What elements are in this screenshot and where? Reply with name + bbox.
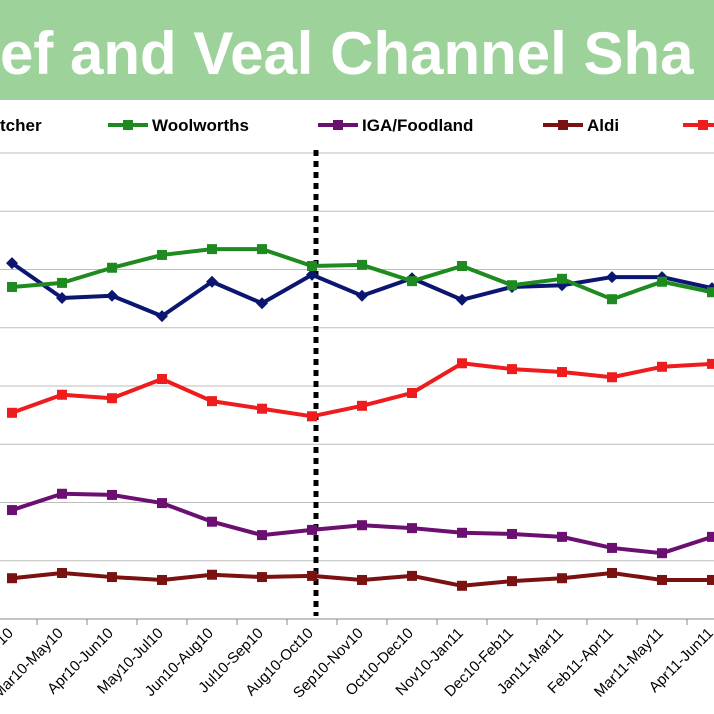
point bbox=[56, 292, 68, 305]
legend-label: IGA/Foodland bbox=[362, 116, 473, 135]
point bbox=[606, 271, 618, 284]
point bbox=[256, 297, 268, 310]
chart-title: ef and Veal Channel Sha bbox=[0, 20, 694, 87]
point bbox=[657, 276, 667, 287]
point bbox=[707, 287, 714, 298]
point bbox=[106, 289, 118, 302]
point bbox=[257, 530, 267, 541]
point bbox=[157, 498, 167, 509]
point bbox=[7, 505, 17, 516]
point bbox=[707, 358, 714, 369]
point bbox=[357, 400, 367, 411]
point bbox=[558, 120, 568, 130]
point bbox=[207, 569, 217, 580]
point bbox=[207, 396, 217, 407]
point bbox=[657, 361, 667, 372]
point bbox=[357, 520, 367, 531]
point bbox=[407, 523, 417, 534]
point bbox=[557, 367, 567, 378]
point bbox=[57, 389, 67, 400]
point bbox=[707, 531, 714, 542]
legend-label: Woolworths bbox=[152, 116, 249, 135]
point bbox=[607, 567, 617, 578]
legend-label: tcher bbox=[0, 116, 42, 135]
point bbox=[123, 120, 133, 130]
point bbox=[156, 310, 168, 323]
point bbox=[307, 570, 317, 581]
point bbox=[456, 293, 468, 306]
point bbox=[457, 261, 467, 272]
point bbox=[257, 244, 267, 255]
point bbox=[157, 574, 167, 585]
point bbox=[57, 277, 67, 288]
point bbox=[457, 580, 467, 591]
point bbox=[207, 516, 217, 527]
point bbox=[698, 120, 708, 130]
legend-label: Aldi bbox=[587, 116, 619, 135]
point bbox=[457, 358, 467, 369]
point bbox=[657, 574, 667, 585]
grid bbox=[0, 152, 714, 620]
point bbox=[357, 574, 367, 585]
point bbox=[557, 573, 567, 584]
title-background bbox=[0, 0, 714, 100]
point bbox=[357, 259, 367, 270]
point bbox=[157, 249, 167, 260]
point bbox=[333, 120, 343, 130]
point bbox=[107, 489, 117, 500]
point bbox=[407, 387, 417, 398]
point bbox=[307, 524, 317, 535]
point bbox=[607, 294, 617, 305]
point bbox=[207, 244, 217, 255]
point bbox=[507, 528, 517, 539]
point bbox=[607, 542, 617, 553]
point bbox=[107, 262, 117, 273]
point bbox=[7, 281, 17, 292]
point bbox=[306, 268, 318, 281]
x-tick-label: r10 bbox=[0, 625, 17, 652]
point bbox=[107, 572, 117, 583]
point bbox=[657, 548, 667, 559]
point bbox=[407, 276, 417, 287]
point bbox=[57, 488, 67, 499]
point bbox=[257, 403, 267, 414]
point bbox=[6, 257, 18, 270]
point bbox=[707, 574, 714, 585]
point bbox=[457, 527, 467, 538]
point bbox=[157, 374, 167, 385]
point bbox=[107, 393, 117, 404]
point bbox=[307, 261, 317, 272]
point bbox=[507, 280, 517, 291]
point bbox=[7, 573, 17, 584]
point bbox=[557, 531, 567, 542]
point bbox=[206, 275, 218, 288]
point bbox=[557, 273, 567, 284]
point bbox=[507, 364, 517, 375]
point bbox=[7, 407, 17, 418]
point bbox=[257, 572, 267, 583]
point bbox=[507, 576, 517, 587]
point bbox=[356, 289, 368, 302]
point bbox=[307, 411, 317, 422]
point bbox=[607, 372, 617, 383]
point bbox=[57, 567, 67, 578]
point bbox=[407, 570, 417, 581]
